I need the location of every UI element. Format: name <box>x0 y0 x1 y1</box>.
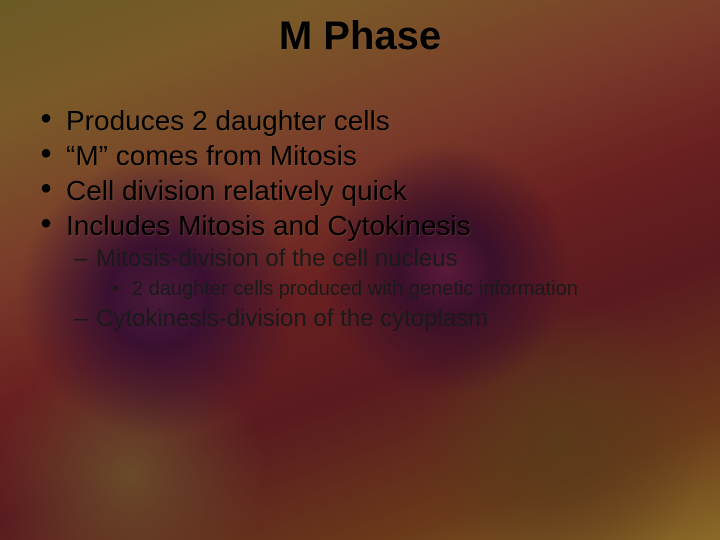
slide-content: Produces 2 daughter cells “M” comes from… <box>40 104 690 334</box>
bullet-l2: Mitosis-division of the cell nucleus <box>40 244 690 274</box>
slide: M Phase Produces 2 daughter cells “M” co… <box>0 0 720 540</box>
bullet-l1: Includes Mitosis and Cytokinesis <box>40 209 690 242</box>
bullet-l1: Produces 2 daughter cells <box>40 104 690 137</box>
slide-title: M Phase <box>0 14 720 59</box>
bullet-l1: Cell division relatively quick <box>40 174 690 207</box>
bullet-l1: “M” comes from Mitosis <box>40 139 690 172</box>
bullet-l3: 2 daughter cells produced with genetic i… <box>40 276 690 302</box>
bullet-l2: Cytokinesis-division of the cytoplasm <box>40 304 690 334</box>
